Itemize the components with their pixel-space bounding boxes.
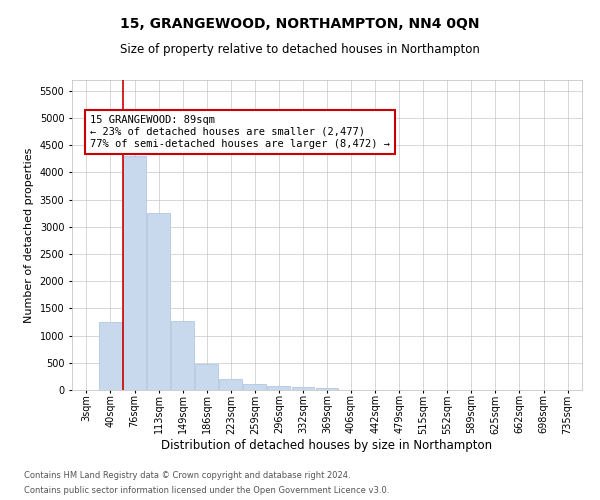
Bar: [147, 213, 170, 390]
Bar: [171, 321, 194, 390]
Bar: [244, 384, 266, 390]
Bar: [195, 364, 218, 390]
Text: Contains public sector information licensed under the Open Government Licence v3: Contains public sector information licen…: [24, 486, 389, 495]
Bar: [268, 386, 290, 390]
Y-axis label: Number of detached properties: Number of detached properties: [24, 148, 34, 322]
Bar: [292, 387, 314, 390]
X-axis label: Distribution of detached houses by size in Northampton: Distribution of detached houses by size …: [161, 439, 493, 452]
Text: Contains HM Land Registry data © Crown copyright and database right 2024.: Contains HM Land Registry data © Crown c…: [24, 471, 350, 480]
Bar: [99, 322, 122, 390]
Text: 15 GRANGEWOOD: 89sqm
← 23% of detached houses are smaller (2,477)
77% of semi-de: 15 GRANGEWOOD: 89sqm ← 23% of detached h…: [90, 116, 390, 148]
Bar: [123, 156, 146, 390]
Bar: [220, 378, 242, 390]
Text: 15, GRANGEWOOD, NORTHAMPTON, NN4 0QN: 15, GRANGEWOOD, NORTHAMPTON, NN4 0QN: [120, 18, 480, 32]
Bar: [316, 388, 338, 390]
Text: Size of property relative to detached houses in Northampton: Size of property relative to detached ho…: [120, 42, 480, 56]
